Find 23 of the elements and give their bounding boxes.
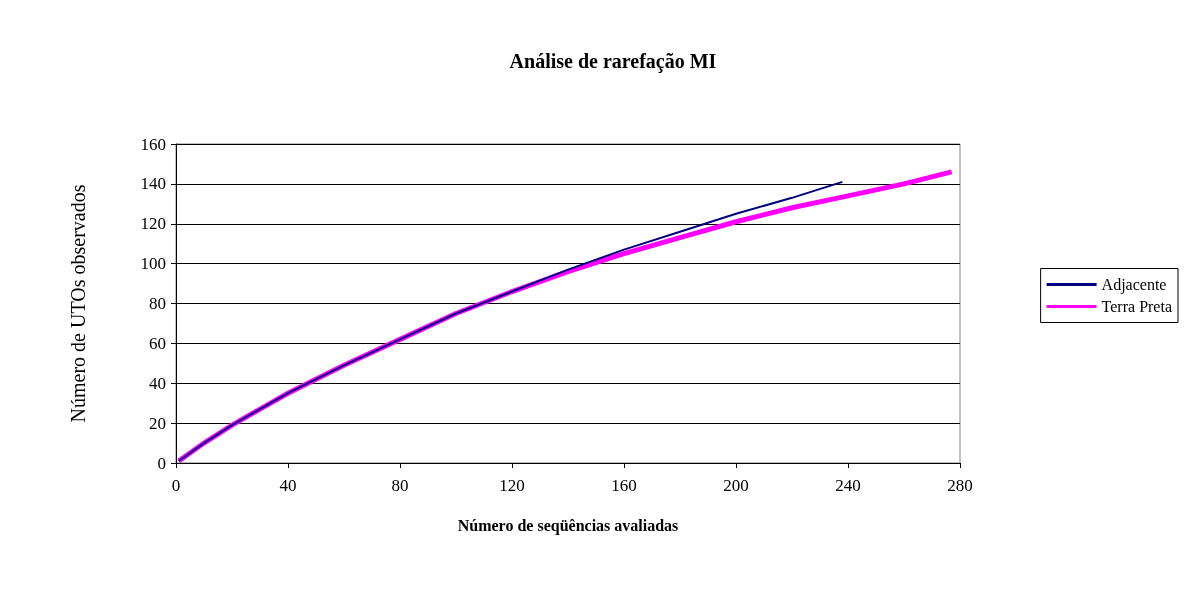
x-tick-label: 0 [171, 476, 181, 495]
x-tick-label: 40 [279, 476, 297, 495]
y-tick-label: 140 [140, 174, 166, 194]
x-tick-label: 200 [723, 476, 749, 495]
y-tick-label: 40 [149, 373, 166, 393]
x-tick-label: 120 [499, 476, 525, 495]
x-tick-label: 240 [835, 476, 861, 495]
y-tick-label: 60 [149, 333, 166, 353]
x-tick-label: 280 [947, 476, 973, 495]
line-series [177, 180, 844, 463]
x-tick-label: 160 [611, 476, 637, 495]
x-tick-label: 80 [391, 476, 409, 495]
y-tick-label: 20 [149, 413, 166, 433]
y-axis-title: Número de UTOs observados [67, 184, 89, 423]
y-tick-label: 0 [157, 453, 166, 473]
chart-title: Análise de rarefação MI [509, 50, 717, 73]
legend-label: Terra Preta [1101, 298, 1172, 315]
legend-label: Adjacente [1101, 276, 1167, 294]
y-tick-label: 160 [140, 134, 166, 154]
y-tick-label: 100 [140, 254, 166, 274]
y-tick-label: 120 [140, 214, 166, 234]
x-axis-title: Número de seqüências avaliadas [457, 516, 679, 535]
y-tick-label: 80 [149, 294, 166, 313]
